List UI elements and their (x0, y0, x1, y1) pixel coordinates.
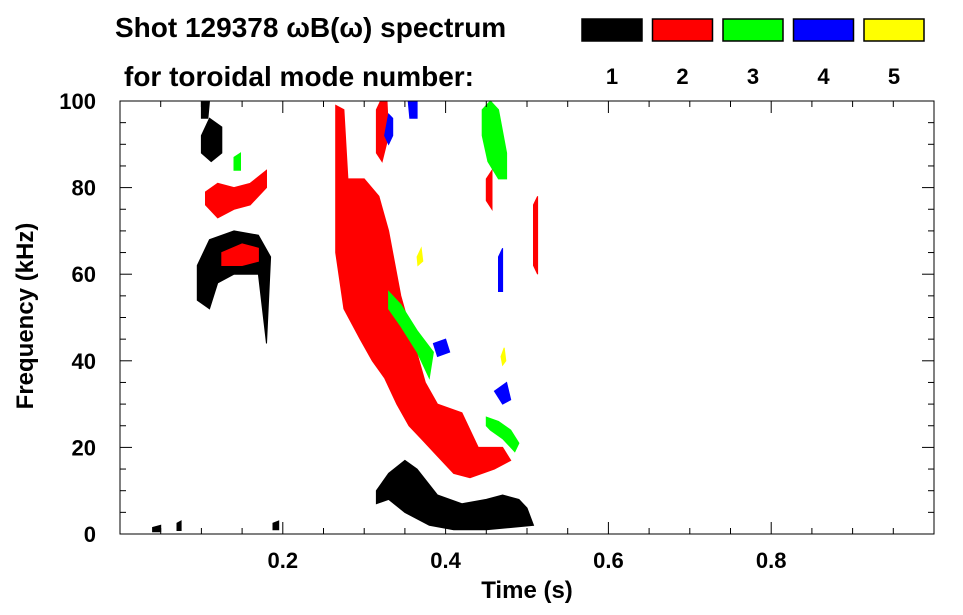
y-axis-label: Frequency (kHz) (12, 223, 39, 410)
x-tick-label: 0.6 (593, 548, 624, 573)
legend-swatch-mode-2 (651, 18, 714, 42)
mode-1-region (375, 459, 535, 531)
mode-2-region (533, 196, 539, 275)
x-axis-label: Time (s) (481, 577, 573, 604)
legend-label-mode-3: 3 (747, 64, 759, 89)
x-tick-label: 0.4 (430, 548, 461, 573)
mode-3-region (388, 290, 434, 380)
y-tick-label: 40 (72, 349, 96, 374)
mode-3-region (233, 152, 241, 171)
y-tick-label: 0 (84, 522, 96, 547)
mode-2-region (335, 104, 512, 479)
legend-swatch-mode-1 (581, 18, 643, 42)
legend-label-mode-5: 5 (888, 64, 900, 89)
chart-title-line1: Shot 129378 ωB(ω) spectrum (115, 12, 506, 43)
legend-swatch-mode-5 (863, 18, 925, 42)
mode-4-region (493, 381, 512, 405)
plot-frame (119, 100, 935, 535)
legend-swatch-mode-3 (722, 18, 784, 42)
mode-2-region (205, 169, 267, 219)
y-tick-label: 60 (72, 262, 96, 287)
mode-4-region (432, 338, 451, 358)
mode-4-region (498, 247, 504, 292)
y-tick-label: 80 (72, 176, 96, 201)
y-tick-label: 20 (72, 435, 96, 460)
mode-3-region (481, 100, 508, 180)
mode-2-region (485, 168, 493, 211)
mode-4-region (407, 100, 418, 119)
mode-4-region (384, 112, 394, 146)
mode-2-region (221, 243, 259, 266)
mode-5-region (416, 246, 424, 267)
mode-1-region (272, 520, 280, 531)
legend-label-mode-2: 2 (676, 64, 688, 89)
y-tick-label: 100 (59, 89, 96, 114)
legend-label-mode-4: 4 (817, 64, 830, 89)
mode-1-region (152, 524, 162, 533)
plot-axes: 0 20 40 60 80 100 0.2 0.4 0.6 0.8 (59, 89, 935, 573)
mode-1-region (200, 117, 223, 163)
mode-legend: 1 2 3 4 5 (581, 18, 925, 89)
x-tick-label: 0.8 (756, 548, 787, 573)
x-tick-label: 0.2 (268, 548, 299, 573)
spectrum-regions (152, 100, 539, 533)
mode-3-region (485, 416, 520, 453)
legend-swatch-mode-4 (792, 18, 855, 42)
mode-1-region (200, 100, 211, 119)
legend-label-mode-1: 1 (606, 64, 618, 89)
chart-title-line2: for toroidal mode number: (124, 61, 474, 92)
mode-5-region (500, 347, 507, 367)
mode-1-region (176, 520, 182, 531)
